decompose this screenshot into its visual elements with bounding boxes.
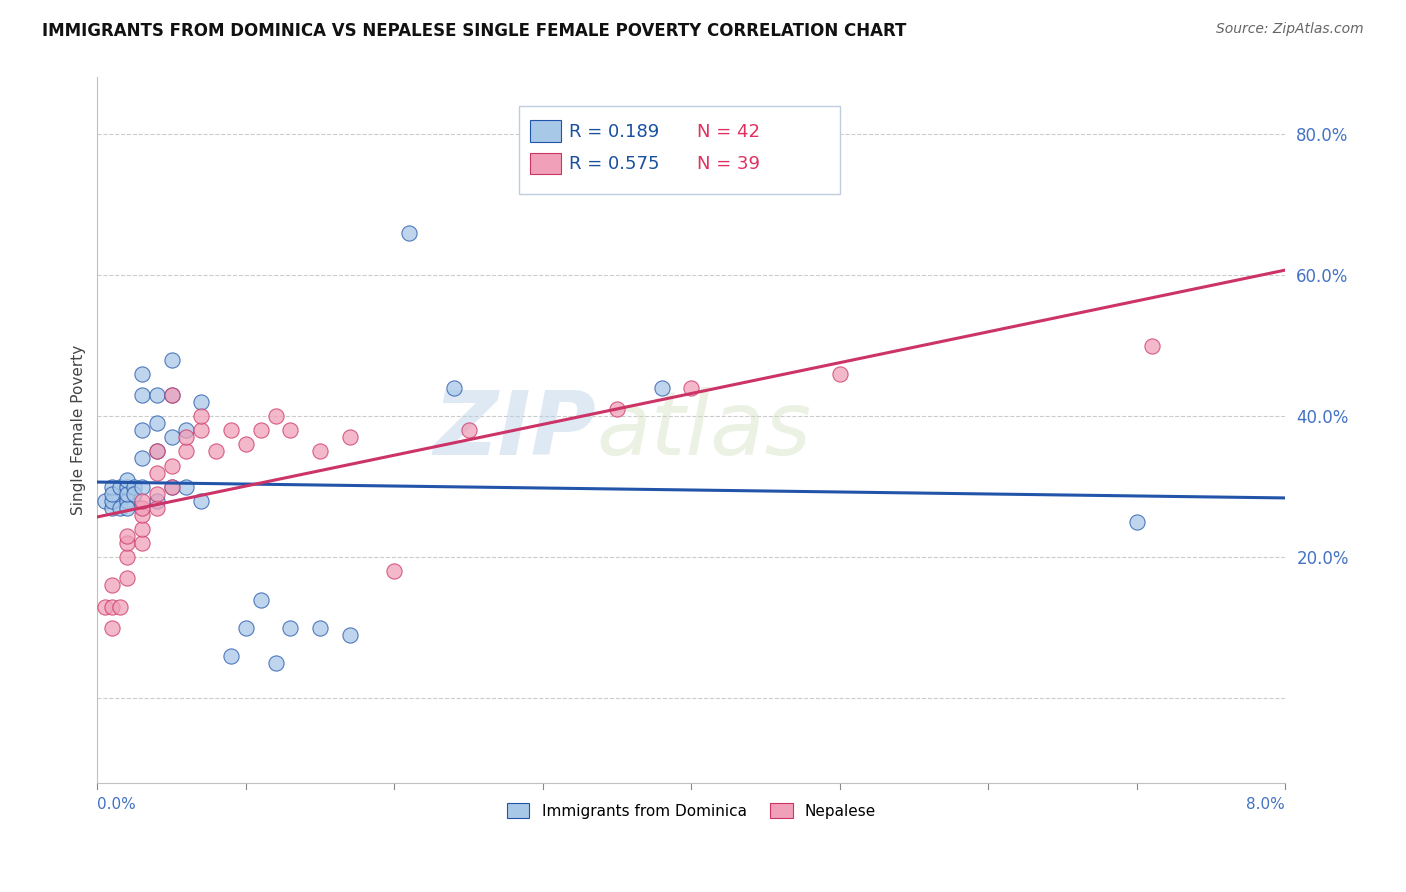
Point (131, 451, 153, 466)
Point (94, 599, 117, 614)
FancyBboxPatch shape (530, 153, 561, 174)
Point (94, 493, 117, 508)
Point (339, 628, 361, 642)
Text: N = 42: N = 42 (697, 123, 761, 141)
Point (235, 437, 257, 451)
Point (1140, 338, 1163, 352)
Point (249, 592, 271, 607)
Point (115, 487, 138, 501)
Point (160, 458, 183, 473)
Point (205, 444, 228, 458)
Point (101, 493, 124, 508)
Point (606, 402, 628, 417)
Point (651, 381, 673, 395)
Point (339, 430, 361, 444)
Point (190, 395, 212, 409)
Point (443, 381, 465, 395)
Point (131, 480, 153, 494)
Point (124, 480, 146, 494)
Point (219, 648, 242, 663)
Point (249, 423, 271, 437)
Text: 8.0%: 8.0% (1247, 797, 1285, 812)
Point (828, 367, 851, 381)
Point (108, 480, 131, 494)
Text: IMMIGRANTS FROM DOMINICA VS NEPALESE SINGLE FEMALE POVERTY CORRELATION CHART: IMMIGRANTS FROM DOMINICA VS NEPALESE SIN… (42, 22, 907, 40)
Point (176, 423, 198, 437)
Point (131, 423, 153, 437)
Point (145, 444, 167, 458)
Point (190, 493, 212, 508)
Point (115, 550, 138, 565)
Point (264, 656, 287, 670)
Point (190, 409, 212, 424)
Text: N = 39: N = 39 (697, 155, 761, 173)
Point (219, 423, 242, 437)
Point (101, 599, 124, 614)
Legend: Immigrants from Dominica, Nepalese: Immigrants from Dominica, Nepalese (501, 797, 882, 825)
Point (145, 388, 167, 402)
Point (309, 621, 332, 635)
Point (145, 487, 167, 501)
Point (115, 536, 138, 550)
Point (235, 621, 257, 635)
Point (145, 444, 167, 458)
Point (382, 565, 405, 579)
Point (264, 409, 287, 424)
Text: R = 0.575: R = 0.575 (569, 155, 659, 173)
Point (176, 430, 198, 444)
Text: atlas: atlas (596, 387, 811, 474)
Point (681, 381, 703, 395)
Point (280, 621, 302, 635)
Point (108, 599, 131, 614)
Point (145, 500, 167, 515)
Point (145, 466, 167, 480)
Point (124, 487, 146, 501)
Text: Source: ZipAtlas.com: Source: ZipAtlas.com (1216, 22, 1364, 37)
Point (131, 508, 153, 522)
Point (131, 367, 153, 381)
Point (115, 480, 138, 494)
Point (1125, 515, 1147, 529)
Text: R = 0.189: R = 0.189 (569, 123, 659, 141)
Point (101, 578, 124, 592)
Point (145, 416, 167, 430)
Point (115, 493, 138, 508)
Point (176, 444, 198, 458)
Point (131, 388, 153, 402)
Point (131, 522, 153, 536)
Point (160, 430, 183, 444)
Y-axis label: Single Female Poverty: Single Female Poverty (72, 345, 86, 516)
Point (131, 493, 153, 508)
Point (160, 480, 183, 494)
Point (160, 388, 183, 402)
Point (115, 473, 138, 487)
Point (309, 444, 332, 458)
Point (160, 352, 183, 367)
Point (115, 500, 138, 515)
Point (101, 621, 124, 635)
Text: 0.0%: 0.0% (97, 797, 136, 812)
FancyBboxPatch shape (530, 120, 561, 142)
Point (398, 226, 420, 240)
Point (190, 423, 212, 437)
Point (457, 423, 479, 437)
Point (131, 500, 153, 515)
Point (101, 480, 124, 494)
Point (145, 493, 167, 508)
Point (101, 500, 124, 515)
Point (280, 423, 302, 437)
Point (131, 536, 153, 550)
FancyBboxPatch shape (519, 105, 839, 194)
Point (115, 571, 138, 585)
Point (176, 480, 198, 494)
Point (160, 480, 183, 494)
Point (115, 529, 138, 543)
Point (101, 487, 124, 501)
Point (160, 388, 183, 402)
Point (108, 500, 131, 515)
Text: ZIP: ZIP (433, 387, 596, 474)
